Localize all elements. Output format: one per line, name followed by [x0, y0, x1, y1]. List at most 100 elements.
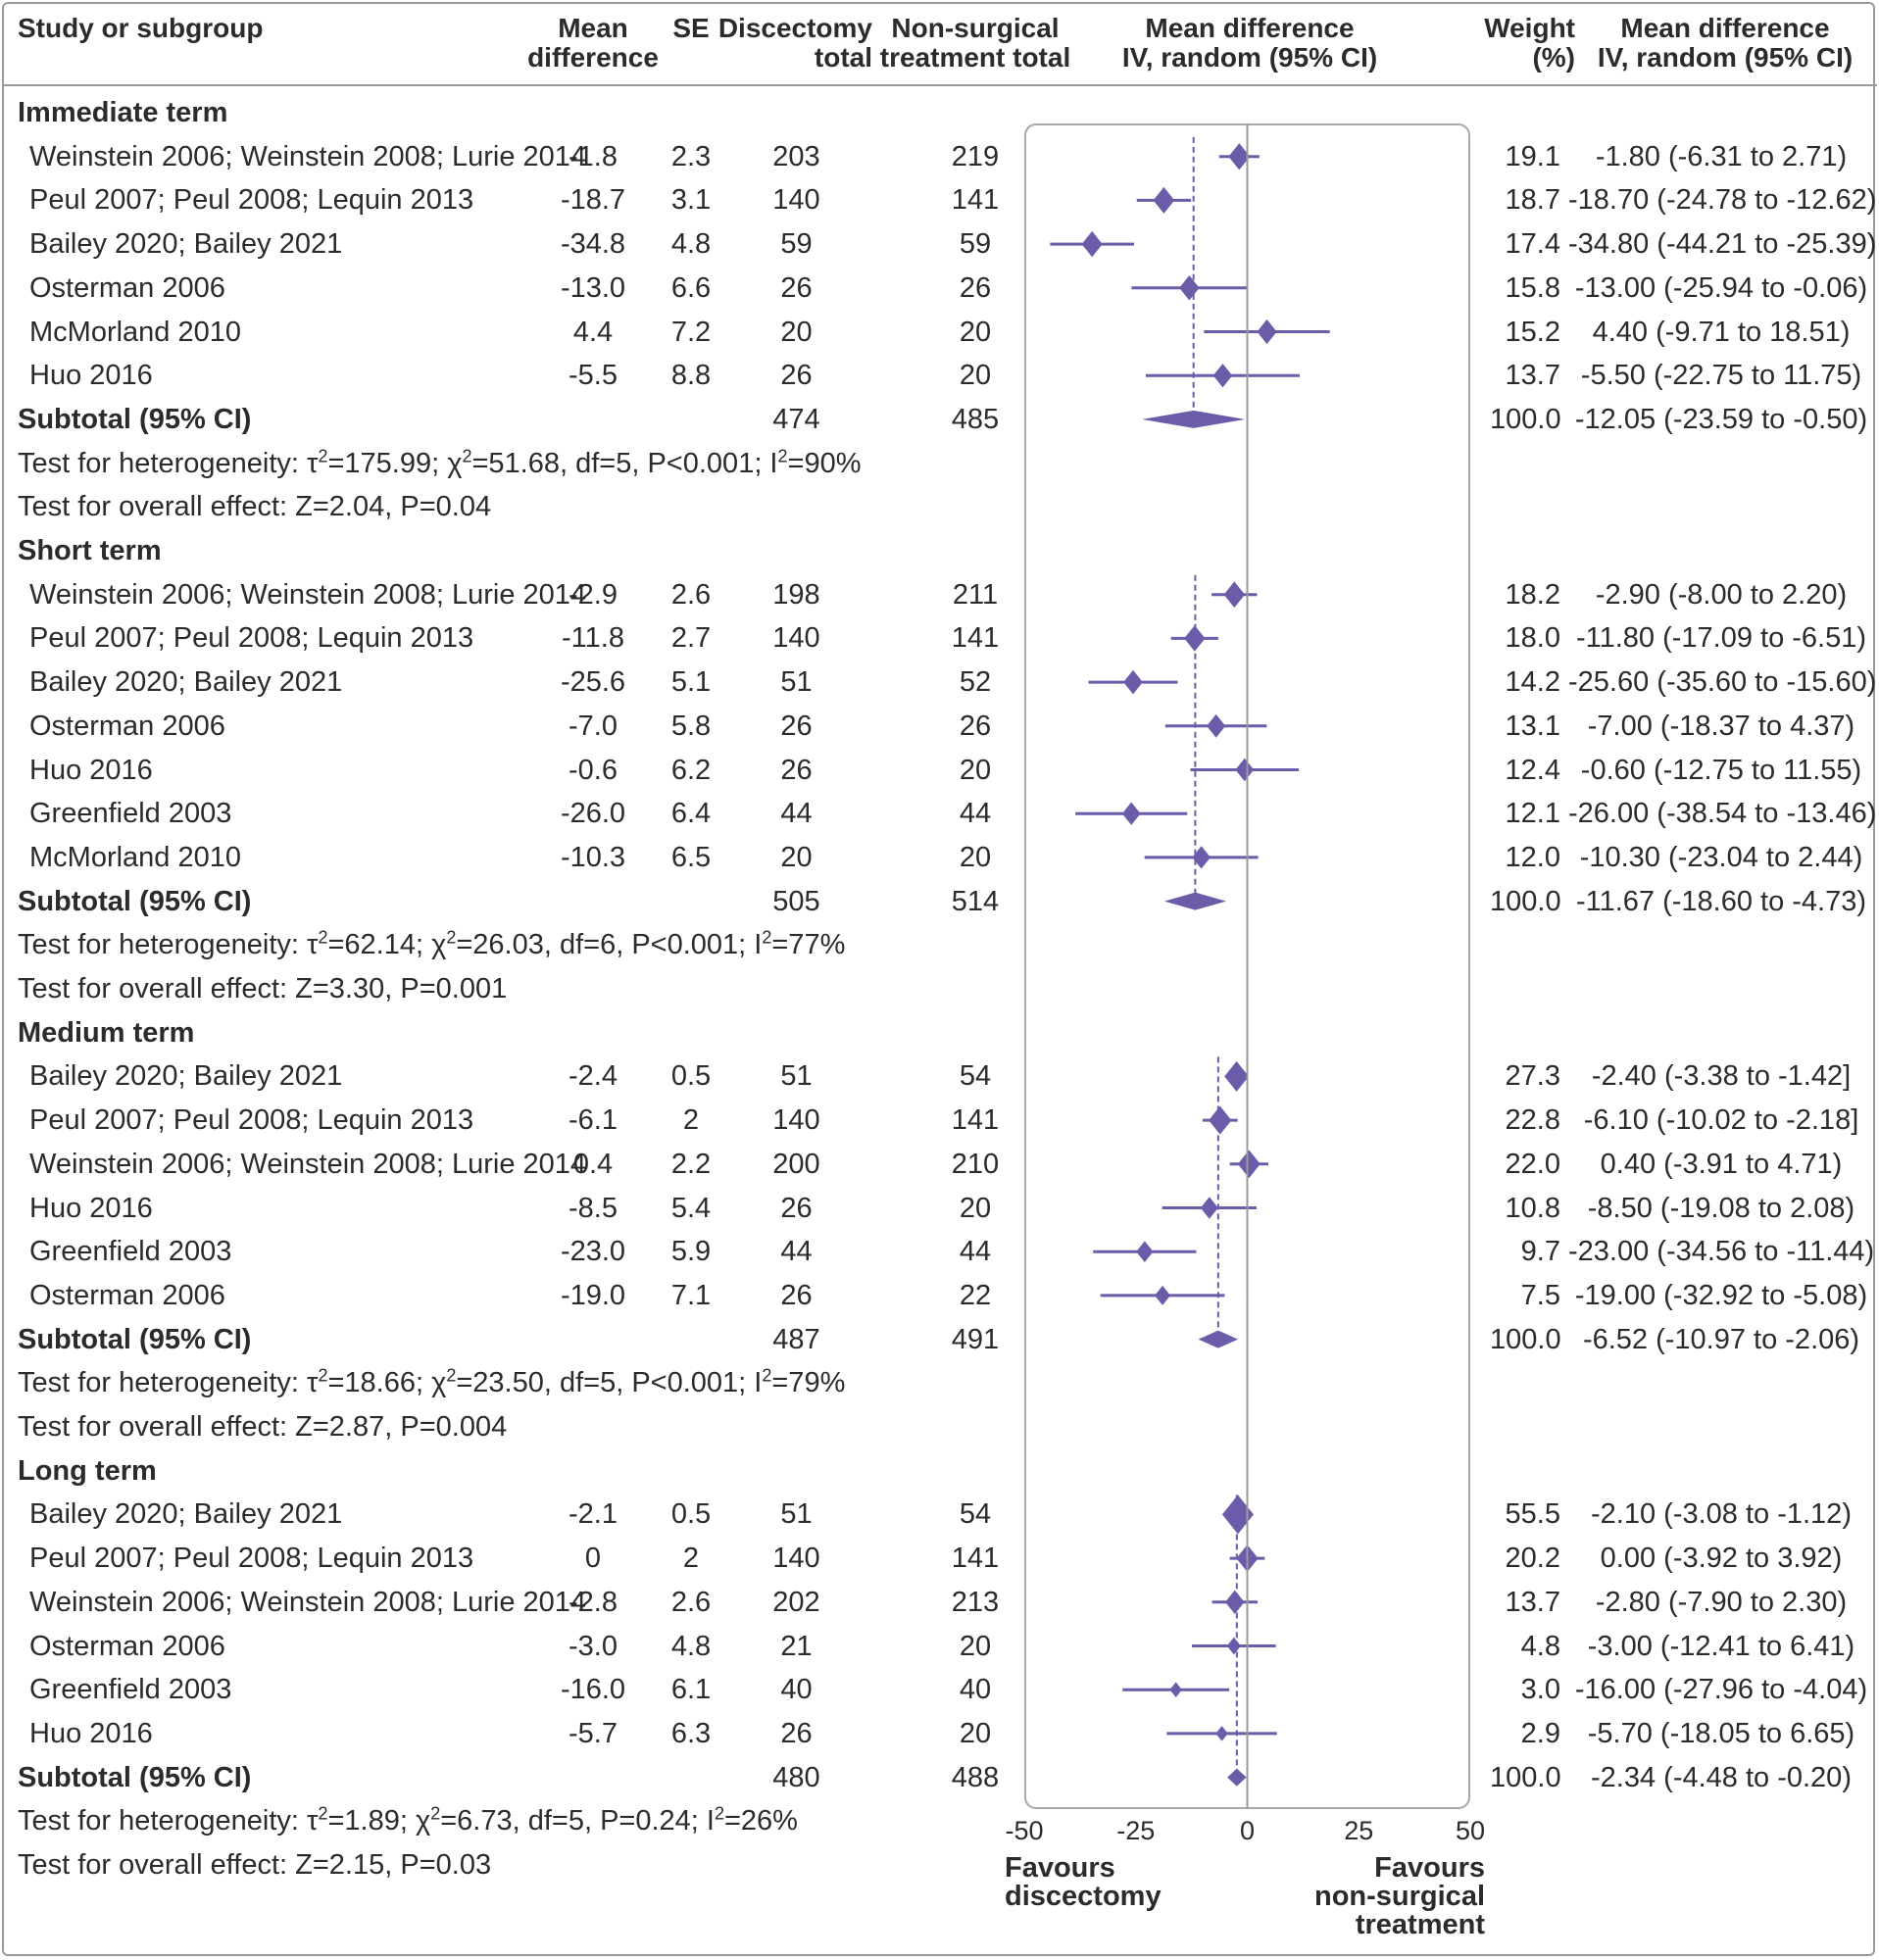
- header-weight: Weight (%): [1484, 13, 1575, 73]
- se-value: 2.6: [670, 578, 712, 611]
- subtotal-weight: 100.0: [1490, 1323, 1561, 1355]
- ci-value: -2.10 (-3.08 to -1.12): [1591, 1498, 1852, 1531]
- heterogeneity-test: Test for heterogeneity: τ2=18.66; χ2=23.…: [18, 1365, 846, 1399]
- mean-difference-value: -10.3: [560, 841, 626, 873]
- mean-difference-value: -2.8: [569, 1586, 618, 1618]
- study-name: Weinstein 2006; Weinstein 2008; Lurie 20…: [29, 1148, 587, 1180]
- overall-effect-test: Test for overall effect: Z=3.30, P=0.001: [18, 973, 508, 1004]
- mean-difference-value: -13.0: [560, 271, 626, 304]
- ci-value: -2.40 (-3.38 to -1.42]: [1591, 1060, 1852, 1093]
- mean-difference-value: -7.0: [569, 710, 618, 742]
- mean-difference-value: -34.8: [560, 228, 626, 261]
- ci-value: -23.00 (-34.56 to -11.44): [1568, 1236, 1875, 1268]
- se-value: 0.5: [670, 1498, 712, 1531]
- point-estimate-marker: [1224, 1060, 1249, 1092]
- nonsurgical-total-value: 59: [959, 228, 992, 261]
- point-estimate-marker: [1207, 713, 1226, 738]
- mean-difference-value: -23.0: [560, 1236, 626, 1268]
- subtotal-weight: 100.0: [1490, 1761, 1561, 1793]
- point-estimate-marker: [1215, 1726, 1228, 1741]
- ci-value: -10.30 (-23.04 to 2.44): [1579, 841, 1863, 873]
- mean-difference-value: 0.4: [572, 1148, 614, 1180]
- se-value: 0.5: [670, 1060, 712, 1093]
- x-tick-label: 0: [1240, 1816, 1255, 1845]
- mean-difference-value: -18.7: [560, 184, 626, 217]
- discectomy-total-value: 202: [772, 1586, 820, 1618]
- nonsurgical-total-value: 141: [951, 184, 1000, 217]
- x-tick-label: 50: [1456, 1816, 1485, 1845]
- point-estimate-marker: [1235, 758, 1255, 782]
- se-value: 8.8: [670, 360, 712, 392]
- point-estimate-marker: [1237, 1150, 1261, 1179]
- overall-effect-test: Test for overall effect: Z=2.04, P=0.04: [18, 491, 492, 523]
- se-value: 3.1: [670, 184, 712, 217]
- subtotal-diamond: [1163, 892, 1226, 910]
- ci-value: -19.00 (-32.92 to -5.08): [1574, 1279, 1868, 1311]
- ci-value: -0.60 (-12.75 to 11.55): [1580, 754, 1862, 786]
- ci-value: -13.00 (-25.94 to -0.06): [1574, 271, 1868, 304]
- subtotal-label: Subtotal (95% CI): [18, 403, 252, 435]
- discectomy-total-value: 26: [780, 754, 813, 786]
- study-name: Weinstein 2006; Weinstein 2008; Lurie 20…: [29, 578, 587, 611]
- weight-value: 18.0: [1505, 622, 1560, 655]
- mean-difference-value: -19.0: [560, 1279, 626, 1311]
- point-estimate-marker: [1169, 1682, 1182, 1698]
- study-name: Osterman 2006: [29, 271, 225, 304]
- subtotal-nonsurgical-total: 488: [951, 1761, 1000, 1793]
- group-heading: Long term: [18, 1454, 157, 1487]
- heterogeneity-test: Test for heterogeneity: τ2=1.89; χ2=6.73…: [18, 1803, 798, 1838]
- weight-value: 19.1: [1505, 140, 1560, 172]
- mean-difference-value: -16.0: [560, 1674, 626, 1706]
- se-value: 2: [682, 1543, 700, 1575]
- se-value: 2: [682, 1104, 700, 1137]
- mean-difference-value: -25.6: [560, 666, 626, 699]
- discectomy-total-value: 44: [780, 798, 813, 830]
- subtotal-label: Subtotal (95% CI): [18, 1761, 252, 1793]
- weight-value: 20.2: [1505, 1543, 1560, 1575]
- discectomy-total-value: 51: [780, 1498, 813, 1531]
- header-nonsurgical-total: Non-surgical treatment total: [879, 13, 1071, 73]
- discectomy-total-value: 21: [780, 1630, 813, 1662]
- heterogeneity-test: Test for heterogeneity: τ2=175.99; χ2=51…: [18, 445, 862, 479]
- discectomy-total-value: 59: [780, 228, 813, 261]
- point-estimate-marker: [1123, 669, 1143, 695]
- weight-value: 13.7: [1505, 1586, 1560, 1618]
- nonsurgical-total-value: 213: [951, 1586, 1000, 1618]
- se-value: 2.6: [670, 1586, 712, 1618]
- ci-value: -2.90 (-8.00 to 2.20): [1595, 578, 1848, 611]
- subtotal-label: Subtotal (95% CI): [18, 885, 252, 917]
- subtotal-discectomy-total: 480: [772, 1761, 820, 1793]
- weight-value: 13.1: [1505, 710, 1560, 742]
- se-value: 5.8: [670, 710, 712, 742]
- discectomy-total-value: 26: [780, 1192, 813, 1224]
- nonsurgical-total-value: 210: [951, 1148, 1000, 1180]
- nonsurgical-total-value: 20: [959, 754, 992, 786]
- ci-value: -25.60 (-35.60 to -15.60): [1568, 666, 1877, 699]
- header-ci: Mean difference IV, random (95% CI): [1597, 13, 1854, 73]
- point-estimate-marker: [1136, 1241, 1154, 1263]
- favours-right-label: Favours non-surgical treatment: [1313, 1852, 1485, 1940]
- discectomy-total-value: 26: [780, 271, 813, 304]
- weight-value: 12.1: [1505, 798, 1560, 830]
- se-value: 2.7: [670, 622, 712, 655]
- se-value: 6.4: [670, 798, 712, 830]
- subtotal-discectomy-total: 487: [772, 1323, 820, 1355]
- se-value: 6.5: [670, 841, 712, 873]
- weight-value: 15.8: [1505, 271, 1560, 304]
- nonsurgical-total-value: 22: [959, 1279, 992, 1311]
- subtotal-weight: 100.0: [1490, 403, 1561, 435]
- ci-value: 0.00 (-3.92 to 3.92): [1600, 1543, 1843, 1575]
- discectomy-total-value: 26: [780, 360, 813, 392]
- weight-value: 22.8: [1505, 1104, 1560, 1137]
- ci-value: 0.40 (-3.91 to 4.71): [1600, 1148, 1843, 1180]
- weight-value: 7.5: [1520, 1279, 1560, 1311]
- point-estimate-marker: [1200, 1197, 1218, 1219]
- study-name: Greenfield 2003: [29, 1236, 232, 1268]
- study-name: Osterman 2006: [29, 1630, 225, 1662]
- ci-value: -3.00 (-12.41 to 6.41): [1587, 1630, 1855, 1662]
- nonsurgical-total-value: 20: [959, 316, 992, 348]
- ci-value: -18.70 (-24.78 to -12.62): [1568, 184, 1877, 217]
- mean-difference-value: -26.0: [560, 798, 626, 830]
- x-tick-label: 25: [1344, 1816, 1373, 1845]
